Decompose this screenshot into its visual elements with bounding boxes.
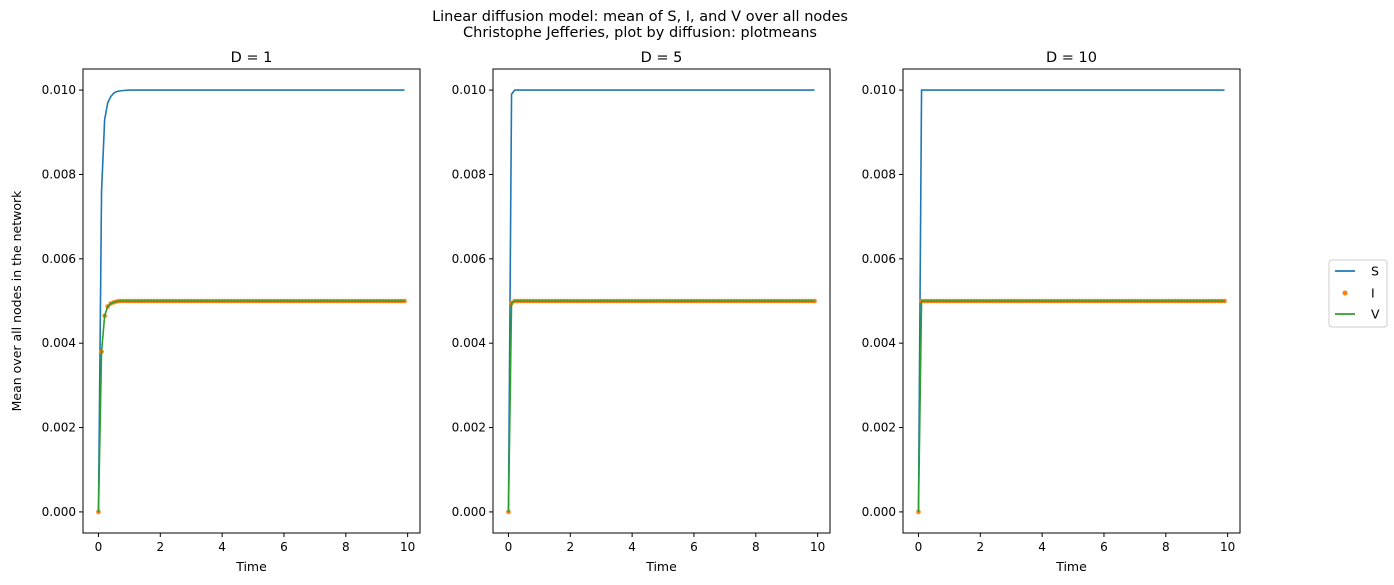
x-tick-label: 10 [810, 540, 825, 554]
x-tick-label: 0 [505, 540, 513, 554]
x-tick-label: 10 [1220, 540, 1235, 554]
y-tick-label: 0.010 [862, 83, 896, 97]
legend-label-V: V [1371, 307, 1380, 322]
y-tick-label: 0.000 [452, 505, 486, 519]
axes-frame [82, 68, 421, 534]
legend-swatch-I [1342, 290, 1348, 296]
x-tick-label: 2 [976, 540, 984, 554]
y-tick-label: 0.010 [42, 83, 76, 97]
x-axis-label: Time [235, 559, 267, 574]
x-tick-label: 6 [690, 540, 698, 554]
y-tick-label: 0.002 [862, 421, 896, 435]
data-point-I [402, 298, 407, 304]
legend-label-S: S [1371, 264, 1379, 279]
x-tick-label: 8 [752, 540, 760, 554]
y-tick-label: 0.008 [42, 167, 76, 181]
figure-title: Linear diffusion model: mean of S, I, an… [432, 9, 848, 25]
data-point-I [916, 509, 921, 515]
series-S-line [97, 89, 405, 512]
y-tick-label: 0.004 [862, 336, 896, 350]
axes-frame [902, 68, 1241, 534]
x-tick-label: 8 [342, 540, 350, 554]
x-axis-label: Time [645, 559, 677, 574]
figure-subtitle: Christophe Jefferies, plot by diffusion:… [463, 25, 817, 41]
y-tick-label: 0.006 [862, 252, 896, 266]
x-tick-label: 0 [915, 540, 923, 554]
y-tick-label: 0.000 [42, 505, 76, 519]
x-tick-label: 4 [628, 540, 636, 554]
subplot-title: D = 5 [641, 50, 683, 66]
data-point-I [506, 509, 511, 515]
axes-frame [492, 68, 831, 534]
y-tick-label: 0.002 [452, 421, 486, 435]
x-tick-label: 2 [156, 540, 164, 554]
y-tick-label: 0.008 [862, 167, 896, 181]
y-tick-label: 0.010 [452, 83, 486, 97]
subplot-title: D = 1 [231, 50, 273, 66]
series-I-points [506, 298, 817, 515]
series-V-line [917, 300, 1225, 512]
series-I-points [916, 298, 1227, 515]
series-S-line [507, 89, 815, 512]
x-tick-label: 10 [400, 540, 415, 554]
y-tick-label: 0.002 [42, 421, 76, 435]
x-tick-label: 8 [1162, 540, 1170, 554]
subplot-1: 0 2 4 6 8 10 0.000 0.002 0.004 0.006 0.008 0.010 D =… [9, 50, 421, 574]
y-tick-label: 0.006 [452, 252, 486, 266]
data-point-I [96, 509, 101, 515]
y-axis-label: Mean over all nodes in the network [9, 190, 24, 412]
y-tick-label: 0.004 [42, 336, 76, 350]
series-V-line [97, 300, 405, 512]
x-tick-label: 0 [95, 540, 103, 554]
legend-frame [1328, 259, 1388, 328]
x-tick-label: 6 [280, 540, 288, 554]
x-tick-label: 4 [218, 540, 226, 554]
y-tick-label: 0.008 [452, 167, 486, 181]
y-tick-label: 0.000 [862, 505, 896, 519]
y-tick-label: 0.006 [42, 252, 76, 266]
y-tick-label: 0.004 [452, 336, 486, 350]
x-axis-label: Time [1055, 559, 1087, 574]
subplot-2: 0 2 4 6 8 10 0.000 0.002 0.004 0.006 0.008 0.010 D =… [452, 50, 831, 574]
x-tick-label: 4 [1038, 540, 1046, 554]
legend-label-I: I [1371, 286, 1375, 301]
subplot-title: D = 10 [1046, 50, 1097, 66]
series-S-line [917, 89, 1225, 512]
series-I-points [96, 298, 407, 515]
subplot-3: 0 2 4 6 8 10 0.000 0.002 0.004 0.006 0.008 0.010 D =… [862, 50, 1241, 574]
x-tick-label: 6 [1100, 540, 1108, 554]
x-tick-label: 2 [566, 540, 574, 554]
legend: SIV [1328, 259, 1388, 328]
series-V-line [507, 300, 815, 512]
